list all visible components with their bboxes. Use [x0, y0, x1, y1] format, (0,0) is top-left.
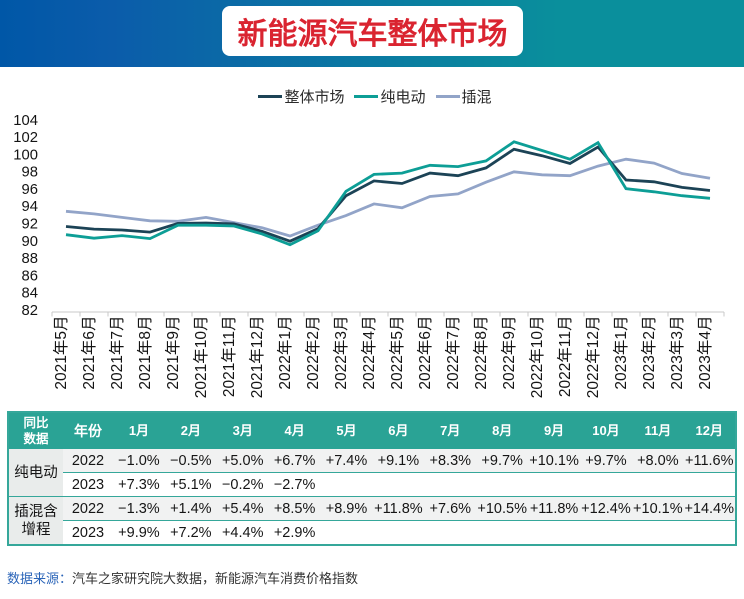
- svg-text:86: 86: [22, 268, 38, 284]
- svg-text:2021年6月: 2021年6月: [80, 316, 98, 390]
- svg-text:2022年8月: 2022年8月: [472, 316, 490, 390]
- svg-text:2022年4月: 2022年4月: [360, 316, 378, 390]
- svg-text:2022年1月: 2022年1月: [276, 316, 294, 390]
- svg-text:92: 92: [22, 217, 38, 233]
- svg-text:2021年5月: 2021年5月: [52, 316, 70, 390]
- svg-text:2021年10月: 2021年10月: [192, 316, 210, 399]
- svg-text:2022年11月: 2022年11月: [556, 316, 574, 398]
- svg-text:2022年2月: 2022年2月: [304, 316, 322, 390]
- svg-text:90: 90: [22, 234, 38, 250]
- svg-text:2021年8月: 2021年8月: [136, 316, 154, 390]
- svg-text:2022年9月: 2022年9月: [500, 316, 518, 390]
- svg-text:2022年12月: 2022年12月: [584, 316, 602, 399]
- svg-text:2022年3月: 2022年3月: [332, 316, 350, 390]
- svg-text:2023年1月: 2023年1月: [612, 316, 630, 390]
- svg-text:102: 102: [13, 130, 38, 146]
- svg-text:2022年6月: 2022年6月: [416, 316, 434, 390]
- svg-text:2022年7月: 2022年7月: [444, 316, 462, 390]
- svg-text:2023年3月: 2023年3月: [668, 316, 686, 390]
- svg-text:2022年10月: 2022年10月: [528, 316, 546, 399]
- svg-text:84: 84: [22, 286, 38, 302]
- svg-text:2021年7月: 2021年7月: [108, 316, 126, 390]
- svg-text:100: 100: [13, 147, 38, 163]
- svg-text:98: 98: [22, 165, 38, 181]
- svg-text:2022年5月: 2022年5月: [388, 316, 406, 390]
- svg-text:2021年11月: 2021年11月: [220, 316, 238, 398]
- svg-text:104: 104: [13, 113, 38, 129]
- svg-text:96: 96: [22, 182, 38, 198]
- svg-text:88: 88: [22, 251, 38, 267]
- svg-text:2023年2月: 2023年2月: [640, 316, 658, 390]
- svg-text:2023年4月: 2023年4月: [696, 316, 714, 390]
- svg-text:2021年9月: 2021年9月: [164, 316, 182, 390]
- svg-text:94: 94: [22, 199, 38, 215]
- svg-text:82: 82: [22, 303, 38, 319]
- svg-text:2021年12月: 2021年12月: [248, 316, 266, 399]
